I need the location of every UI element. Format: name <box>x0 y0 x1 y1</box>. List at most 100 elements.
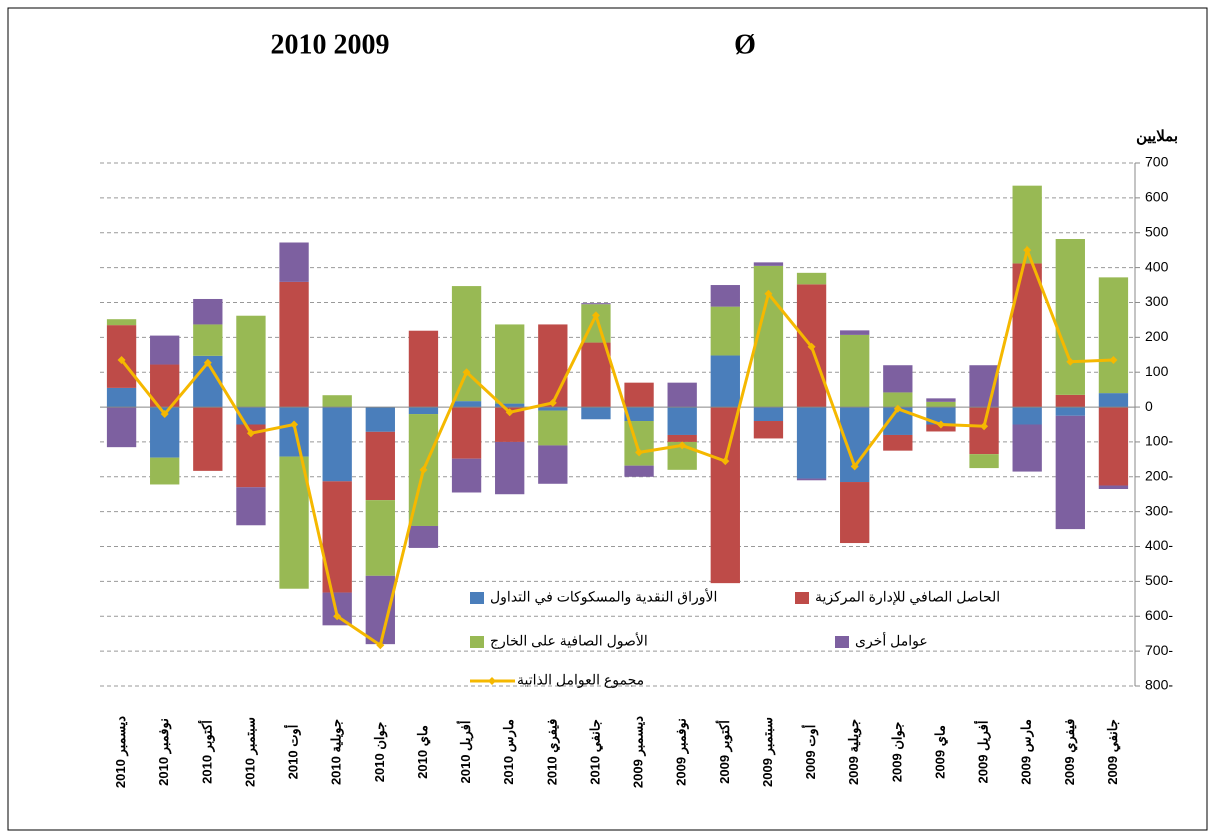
y-tick-label: 400- <box>1145 537 1173 553</box>
bar <box>710 407 740 584</box>
bar <box>193 324 223 356</box>
legend-swatch <box>470 636 484 648</box>
bar <box>322 395 352 408</box>
line-marker <box>678 441 687 450</box>
bar <box>236 315 266 408</box>
bar <box>1012 424 1042 472</box>
legend-swatch <box>488 677 496 685</box>
y-tick-label: 600- <box>1145 607 1173 623</box>
y-tick-label: 800- <box>1145 677 1173 693</box>
line-marker <box>591 311 600 320</box>
x-tick-label: أوت 2010 <box>285 724 302 779</box>
line-marker <box>980 422 989 431</box>
bar <box>279 456 309 589</box>
x-tick-label: ماي 2010 <box>415 725 431 779</box>
bar <box>538 445 568 484</box>
line-marker <box>462 368 471 377</box>
bar <box>150 457 180 485</box>
legend-label: الأوراق النقدية والمسكوكات في التداول <box>490 588 717 606</box>
bar <box>581 342 611 408</box>
legend-swatch <box>470 592 484 604</box>
bar <box>451 401 482 408</box>
bar <box>1012 263 1042 408</box>
bar <box>926 398 956 402</box>
bar <box>279 242 309 282</box>
x-tick-label: فيفري 2010 <box>544 719 560 786</box>
bar <box>365 575 395 645</box>
bar <box>969 454 999 469</box>
bar <box>753 407 784 422</box>
line-marker <box>936 420 945 429</box>
bar <box>581 407 611 420</box>
bar <box>667 382 697 408</box>
x-tick-label: جوان 2009 <box>889 722 905 782</box>
y-tick-label: 200 <box>1145 328 1169 344</box>
bar <box>1098 485 1129 490</box>
x-tick-label: أفريل 2010 <box>457 720 474 783</box>
bar <box>710 285 740 307</box>
bar <box>710 306 740 356</box>
line-marker <box>376 641 385 650</box>
line-marker <box>721 457 730 466</box>
bar <box>538 410 568 446</box>
x-tick-label: أفريل 2009 <box>975 720 992 783</box>
bar <box>796 478 827 481</box>
y-axis-label: بملايين <box>1136 128 1178 145</box>
bar <box>1055 415 1085 530</box>
y-tick-label: 100 <box>1145 363 1169 379</box>
bar <box>1098 407 1129 486</box>
bar <box>538 324 568 408</box>
x-tick-label: جويلية 2010 <box>329 719 345 785</box>
x-tick-label: فيفري 2009 <box>1062 719 1078 786</box>
bar <box>1098 393 1129 408</box>
bar <box>840 330 870 335</box>
bar <box>451 407 482 459</box>
line-marker <box>419 465 428 474</box>
bar <box>624 421 654 466</box>
line-marker <box>333 612 342 621</box>
x-tick-label: أكتوبر 2010 <box>198 720 215 784</box>
bar <box>1098 277 1129 394</box>
bar <box>495 403 525 408</box>
bar <box>495 324 525 404</box>
line-marker <box>850 462 859 471</box>
legend-label: الأصول الصافية على الخارج <box>490 632 648 650</box>
x-tick-label: أوت 2009 <box>802 724 819 779</box>
x-tick-label: سبتمبر 2010 <box>242 717 258 787</box>
bar <box>106 387 137 408</box>
bar <box>322 407 352 482</box>
x-tick-label: ديسمبر 2010 <box>113 716 129 788</box>
bar <box>408 407 439 415</box>
bar <box>624 407 654 422</box>
bar <box>408 525 439 548</box>
line-marker <box>764 289 773 298</box>
bar <box>969 407 999 455</box>
bar <box>365 407 395 432</box>
legend-label: عوامل أخرى <box>855 631 928 650</box>
line-marker <box>635 448 644 457</box>
bar <box>1012 407 1042 425</box>
x-tick-label: سبتمبر 2009 <box>760 717 776 787</box>
line-marker <box>290 420 299 429</box>
x-tick-label: جانفي 2010 <box>587 719 603 785</box>
bar <box>279 407 309 457</box>
line-marker <box>203 358 212 367</box>
bar <box>451 458 482 493</box>
y-tick-label: 500 <box>1145 223 1169 239</box>
bar <box>796 272 827 285</box>
x-tick-label: ماي 2009 <box>932 725 948 779</box>
bar <box>538 407 568 411</box>
x-tick-label: نوفمبر 2009 <box>674 718 690 786</box>
legend-swatch <box>795 592 809 604</box>
y-tick-label: 600 <box>1145 189 1169 205</box>
bar <box>279 281 309 408</box>
bar <box>150 335 180 365</box>
y-tick-label: 200- <box>1145 468 1173 484</box>
y-tick-label: 500- <box>1145 572 1173 588</box>
y-tick-label: 300 <box>1145 293 1169 309</box>
x-tick-label: جويلية 2009 <box>846 719 862 785</box>
bar <box>365 500 395 576</box>
y-tick-label: 700- <box>1145 642 1173 658</box>
bar <box>1055 407 1085 416</box>
legend-label: الحاصل الصافي للإدارة المركزية <box>815 589 1000 606</box>
